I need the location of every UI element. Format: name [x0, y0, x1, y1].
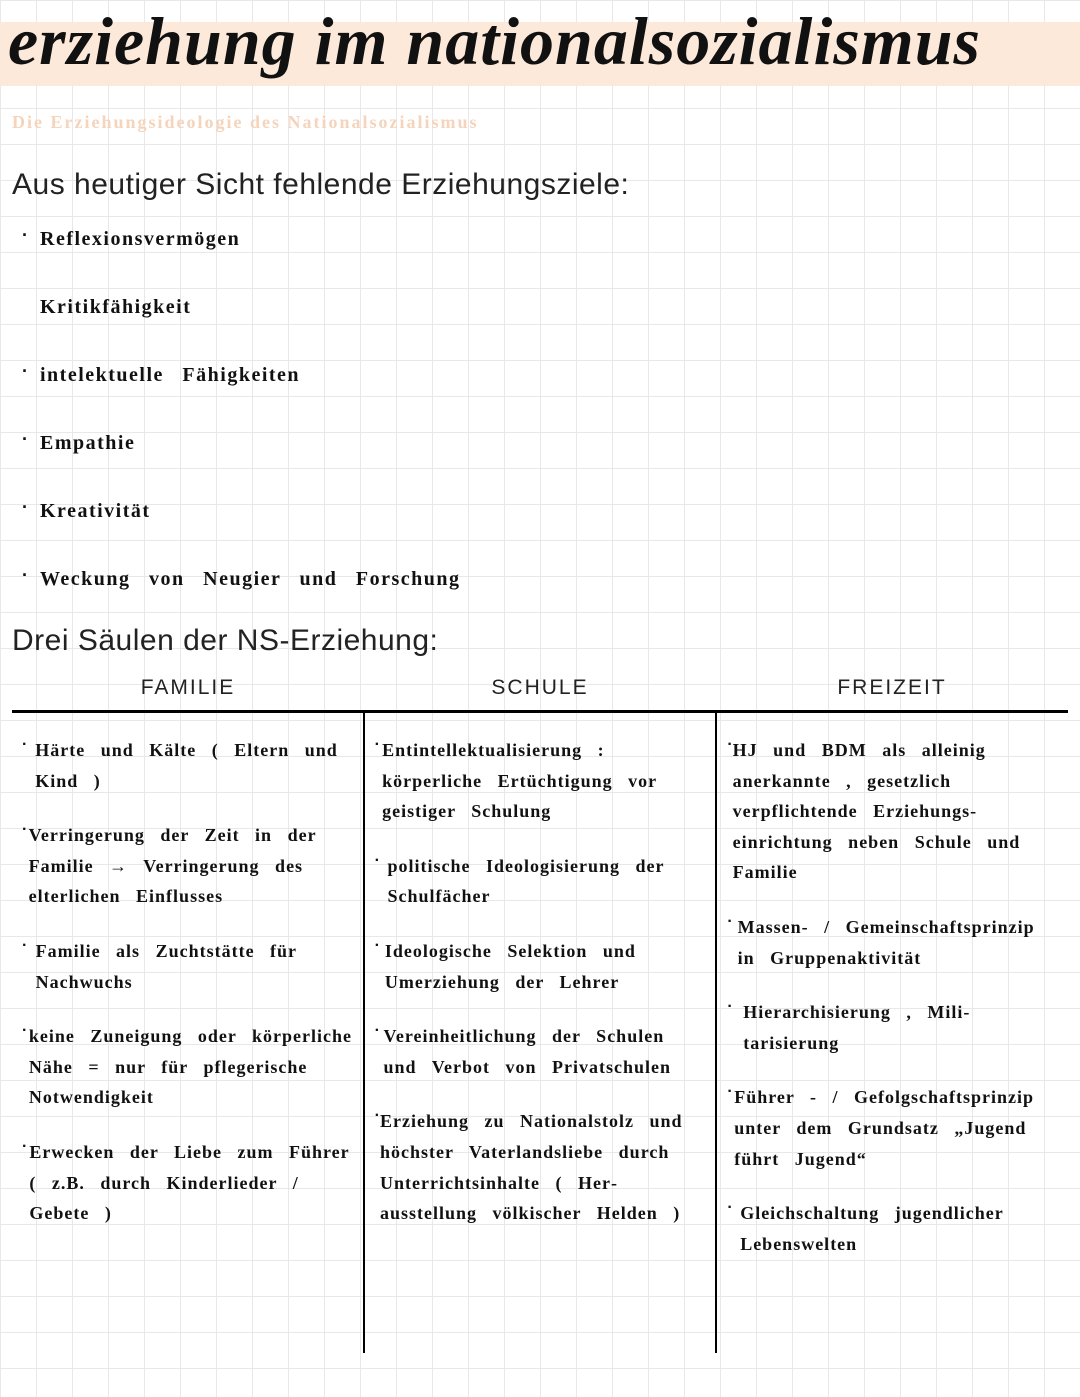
pillars-table: FAMILIE SCHULE FREIZEIT · Härte und Kält… — [12, 670, 1068, 1353]
bullet-icon: · — [22, 360, 40, 382]
column-schule: · Entintellektualisierung : körperliche … — [363, 713, 718, 1353]
bullet-icon: · — [375, 936, 385, 956]
bullet-icon: · — [22, 428, 40, 450]
column-freizeit: · HJ und BDM als alleinig anerkannte , g… — [717, 713, 1068, 1353]
goal-text: Weckung von Neugier und Forschung — [40, 564, 461, 594]
bullet-icon: · — [375, 851, 388, 871]
cell-text: Hierarchisierung , Mili­tarisierung — [743, 997, 1058, 1058]
cell-text: Massen- / Gemeinschafts­prinzip in Grupp… — [738, 912, 1058, 973]
list-item: · HJ und BDM als alleinig anerkannte , g… — [727, 735, 1058, 888]
cell-text: Erwecken der Liebe zum Führer ( z.B. dur… — [29, 1137, 352, 1229]
bullet-icon: · — [727, 997, 743, 1017]
bullet-icon: · — [22, 735, 35, 755]
bullet-icon: · — [22, 224, 40, 246]
goal-text: intelektuelle Fähigkeiten — [40, 360, 300, 390]
bullet-icon: · — [22, 1137, 29, 1157]
list-item: · Massen- / Gemeinschafts­prinzip in Gru… — [727, 912, 1058, 973]
cell-text: Verringerung der Zeit in der Familie → V… — [29, 820, 353, 912]
page-title: erziehung im nationalsozialismus — [8, 2, 981, 81]
column-header-freizeit: FREIZEIT — [716, 670, 1068, 710]
list-item: · Verringerung der Zeit in der Familie →… — [22, 820, 353, 912]
list-item: · Vereinheitlichung der Schulen und Verb… — [375, 1021, 706, 1082]
column-header-familie: FAMILIE — [12, 670, 364, 710]
list-item: · Führer - / Gefolgschafts­prinzip unter… — [727, 1082, 1058, 1174]
goal-text: Reflexionsvermögen — [40, 224, 240, 254]
cell-text: HJ und BDM als alleinig anerkannte , ges… — [733, 735, 1058, 888]
bullet-icon: · — [727, 912, 737, 932]
cell-text: keine Zuneigung oder körperliche Nähe = … — [29, 1021, 353, 1113]
bullet-icon: · — [22, 496, 40, 518]
bullet-icon: · — [22, 820, 29, 840]
heading-three-pillars: Drei Säulen der NS-Erziehung: — [12, 624, 438, 658]
column-familie: · Härte und Kälte ( Eltern und Kind ) · … — [12, 713, 363, 1353]
heading-missing-goals: Aus heutiger Sicht fehlende Erziehungszi… — [12, 168, 629, 202]
bullet-icon: · — [22, 564, 40, 586]
cell-text: Führer - / Gefolgschafts­prinzip unter d… — [734, 1082, 1058, 1174]
cell-text: Härte und Kälte ( Eltern und Kind ) — [35, 735, 352, 796]
list-item: · Hierarchisierung , Mili­tarisierung — [727, 997, 1058, 1058]
table-header-row: FAMILIE SCHULE FREIZEIT — [12, 670, 1068, 713]
cell-text: politische Ideologisierung der Schulfäch… — [388, 851, 706, 912]
bullet-icon: · — [727, 1082, 734, 1102]
list-item: · Reflexionsvermögen — [22, 224, 782, 254]
list-item: · Empathie — [22, 428, 782, 458]
list-item: · Kreativität — [22, 496, 782, 526]
list-item: · Ideologische Selektion und Umerziehung… — [375, 936, 706, 997]
list-item: · Familie als Zuchtstätte für Nachwuchs — [22, 936, 353, 997]
bullet-icon: · — [375, 735, 382, 755]
goal-text: Kritikfähigkeit — [40, 292, 191, 322]
list-item: · keine Zuneigung oder körperliche Nähe … — [22, 1021, 353, 1113]
goals-list: · Reflexionsvermögen · Kritikfähigkeit ·… — [22, 224, 782, 632]
list-item: · Entintellektualisierung : körperliche … — [375, 735, 706, 827]
list-item: · Härte und Kälte ( Eltern und Kind ) — [22, 735, 353, 796]
subheading-ideology: Die Erziehungsideologie des Nationalsozi… — [12, 112, 479, 133]
list-item: · politische Ideologisierung der Schulfä… — [375, 851, 706, 912]
list-item: · Gleichschaltung jugend­licher Lebenswe… — [727, 1198, 1058, 1259]
goal-text: Kreativität — [40, 496, 151, 526]
goal-text: Empathie — [40, 428, 135, 458]
column-header-schule: SCHULE — [364, 670, 716, 710]
list-item: · Kritikfähigkeit — [22, 292, 782, 322]
list-item: · Erziehung zu Nationalstolz und höchste… — [375, 1106, 706, 1228]
bullet-icon: · — [22, 1021, 29, 1041]
cell-text: Familie als Zuchtstätte für Nachwuchs — [36, 936, 353, 997]
list-item: · Weckung von Neugier und Forschung — [22, 564, 782, 594]
cell-text: Gleichschaltung jugend­licher Lebenswelt… — [740, 1198, 1058, 1259]
cell-text: Erziehung zu Nationalstolz und höchster … — [380, 1106, 705, 1228]
bullet-icon: · — [22, 936, 36, 956]
list-item: · Erwecken der Liebe zum Führer ( z.B. d… — [22, 1137, 353, 1229]
table-body: · Härte und Kälte ( Eltern und Kind ) · … — [12, 713, 1068, 1353]
bullet-icon: · — [727, 1198, 740, 1218]
list-item: · intelektuelle Fähigkeiten — [22, 360, 782, 390]
cell-text: Entintellektualisierung : körperliche Er… — [382, 735, 705, 827]
cell-text: Ideologische Selektion und Umerziehung d… — [385, 936, 705, 997]
bullet-icon: · — [375, 1021, 384, 1041]
cell-text: Vereinheitlichung der Schulen und Verbot… — [384, 1021, 706, 1082]
